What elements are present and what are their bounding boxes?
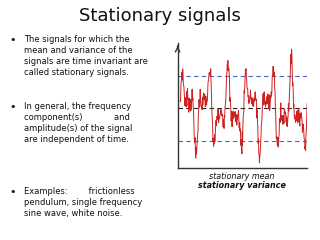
Text: In general, the frequency
component(s)            and
amplitude(s) of the signal: In general, the frequency component(s) a… bbox=[24, 102, 132, 144]
Text: •: • bbox=[10, 187, 16, 197]
Text: Examples:        frictionless
pendulum, single frequency
sine wave, white noise.: Examples: frictionless pendulum, single … bbox=[24, 187, 142, 218]
Text: •: • bbox=[10, 102, 16, 112]
Text: stationary variance: stationary variance bbox=[198, 181, 286, 190]
Text: •: • bbox=[10, 35, 16, 45]
Text: Stationary signals: Stationary signals bbox=[79, 7, 241, 25]
Text: The signals for which the
mean and variance of the
signals are time invariant ar: The signals for which the mean and varia… bbox=[24, 35, 148, 77]
Text: stationary mean: stationary mean bbox=[210, 172, 275, 181]
